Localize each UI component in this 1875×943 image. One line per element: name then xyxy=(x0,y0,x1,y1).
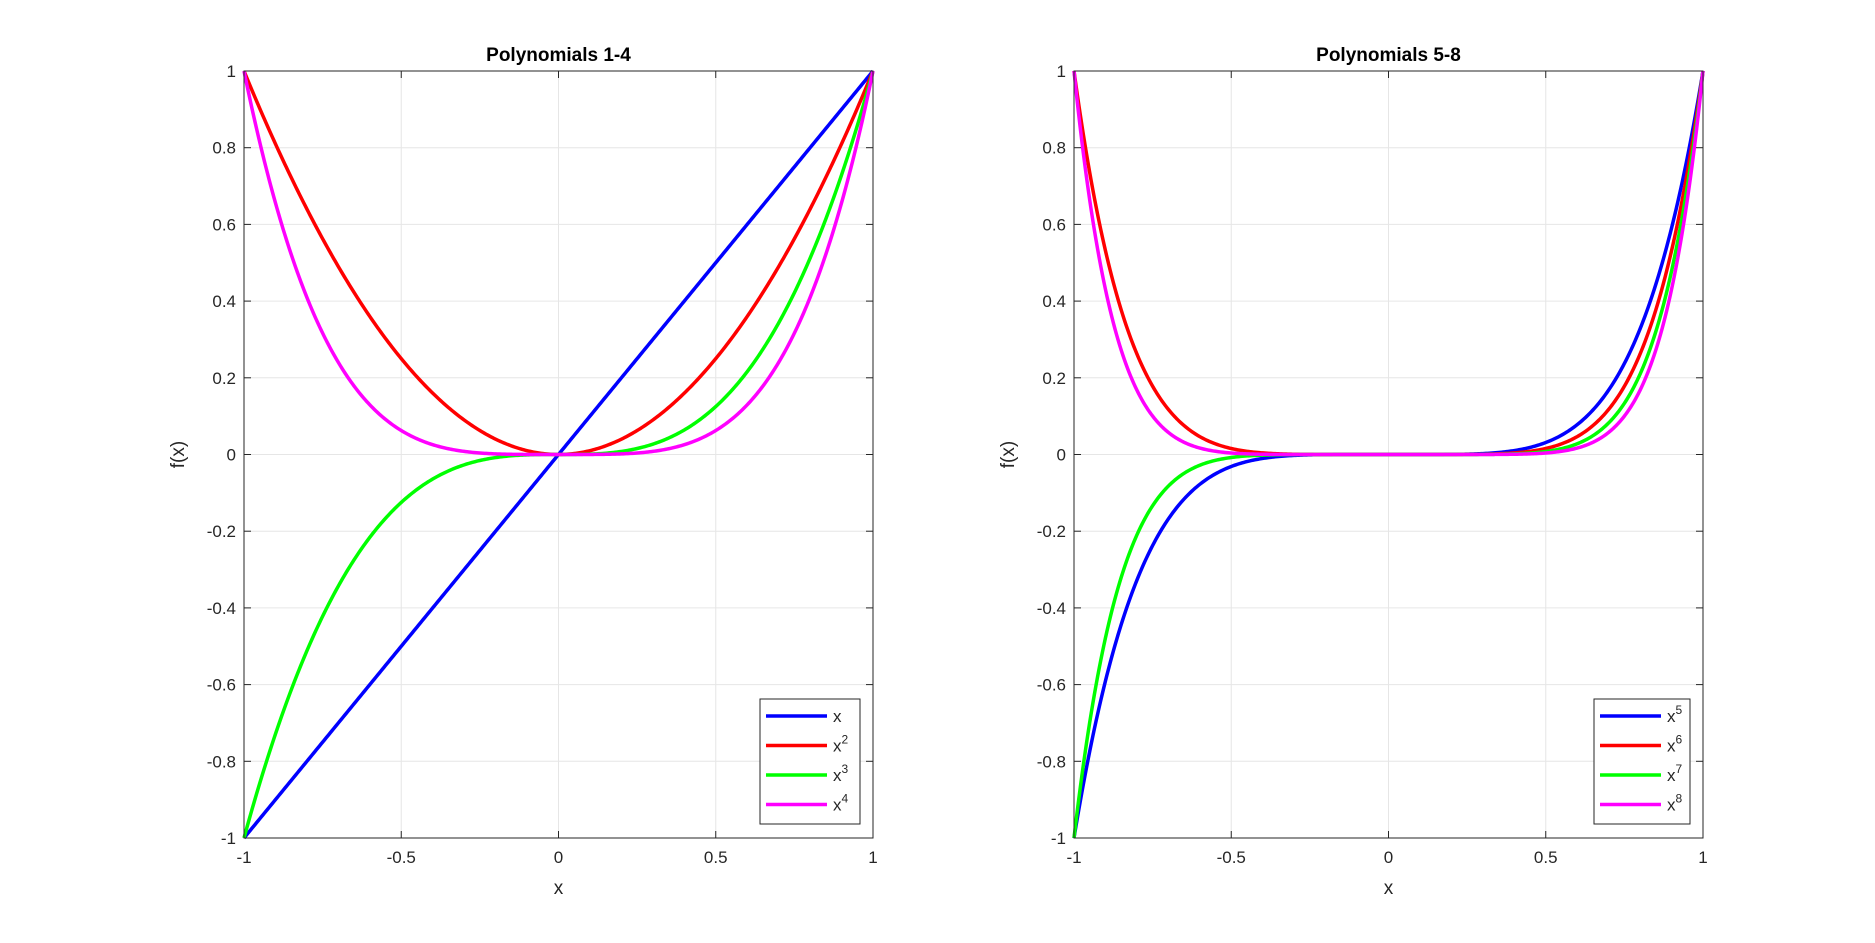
x-tick-label: 0.5 xyxy=(704,848,728,867)
y-tick-label: -0.2 xyxy=(207,522,236,541)
legend-label-base: x xyxy=(833,796,842,815)
x-tick-label: 0 xyxy=(1384,848,1393,867)
legend-label-sup: 5 xyxy=(1676,703,1683,717)
legend-label-sup: 7 xyxy=(1676,762,1683,776)
y-tick-label: -0.4 xyxy=(207,599,236,618)
legend-label-4: x4 xyxy=(833,792,849,815)
y-tick-label: -0.8 xyxy=(207,752,236,771)
y-axis-label: f(x) xyxy=(998,441,1019,468)
y-tick-label: 0.6 xyxy=(212,215,236,234)
x-tick-label: -0.5 xyxy=(387,848,416,867)
legend-label-base: x xyxy=(833,707,842,726)
y-tick-label: 0 xyxy=(1057,446,1066,465)
legend-label-sup: 3 xyxy=(842,762,849,776)
y-axis-label: f(x) xyxy=(168,441,189,468)
x-tick-label: -1 xyxy=(1066,848,1081,867)
series-line-4 xyxy=(242,70,875,457)
axes-right: -1 -0.5 0 0.5 1 -1 -0.8 -0.6 -0.4 -0.2 0 0.2 0.4 0.6 0… xyxy=(998,45,1708,899)
y-tick-label: 0.2 xyxy=(1042,369,1066,388)
legend-label-4: x8 xyxy=(1667,792,1683,815)
legend-label-sup: 8 xyxy=(1676,792,1683,806)
x-tick-label: -1 xyxy=(236,848,251,867)
legend-label-2: x2 xyxy=(833,733,849,756)
y-tick-label: 1 xyxy=(1057,62,1066,81)
x-tick-label: 1 xyxy=(1698,848,1707,867)
legend-label-base: x xyxy=(1667,737,1676,756)
legend-label-3: x7 xyxy=(1667,762,1683,785)
x-tick-label: 0.5 xyxy=(1534,848,1558,867)
y-tick-label: 0.6 xyxy=(1042,215,1066,234)
x-tick-label: -0.5 xyxy=(1217,848,1246,867)
legend-label-base: x xyxy=(1667,796,1676,815)
y-tick-label: -1 xyxy=(221,829,236,848)
chart-title: Polynomials 5-8 xyxy=(1316,45,1461,66)
y-tick-label: 1 xyxy=(227,62,236,81)
y-tick-label: 0 xyxy=(227,446,236,465)
legend-label-sup: 6 xyxy=(1676,733,1683,747)
y-tick-label: -0.4 xyxy=(1037,599,1066,618)
y-tick-label: -0.2 xyxy=(1037,522,1066,541)
legend-label-1: x5 xyxy=(1667,703,1683,726)
y-tick-label: 0.4 xyxy=(212,292,236,311)
y-tick-label: 0.2 xyxy=(212,369,236,388)
legend-label-2: x6 xyxy=(1667,733,1683,756)
legend-label-base: x xyxy=(1667,766,1676,785)
legend-label-sup: 4 xyxy=(842,792,849,806)
x-axis-label: x xyxy=(554,878,564,899)
y-tick-label: -0.8 xyxy=(1037,752,1066,771)
legend-label-sup: 2 xyxy=(842,733,849,747)
y-tick-label: 0.4 xyxy=(1042,292,1066,311)
legend-label-base: x xyxy=(1667,707,1676,726)
x-axis-label: x xyxy=(1384,878,1394,899)
y-tick-label: 0.8 xyxy=(212,139,236,158)
series-line-4 xyxy=(1072,70,1705,457)
y-tick-label: -0.6 xyxy=(1037,676,1066,695)
y-tick-label: 0.8 xyxy=(1042,139,1066,158)
legend-label-1: x xyxy=(833,707,842,726)
axes-left: -1 -0.5 0 0.5 1 -1 -0.8 -0.6 -0.4 -0.2 0 0.2 0.4 0.6 0… xyxy=(168,45,878,899)
x-tick-label: 0 xyxy=(554,848,563,867)
legend-label-base: x xyxy=(833,766,842,785)
legend-label-3: x3 xyxy=(833,762,849,785)
legend-label-base: x xyxy=(833,737,842,756)
y-tick-label: -1 xyxy=(1051,829,1066,848)
y-tick-label: -0.6 xyxy=(207,676,236,695)
x-tick-label: 1 xyxy=(868,848,877,867)
chart-title: Polynomials 1-4 xyxy=(486,45,631,66)
